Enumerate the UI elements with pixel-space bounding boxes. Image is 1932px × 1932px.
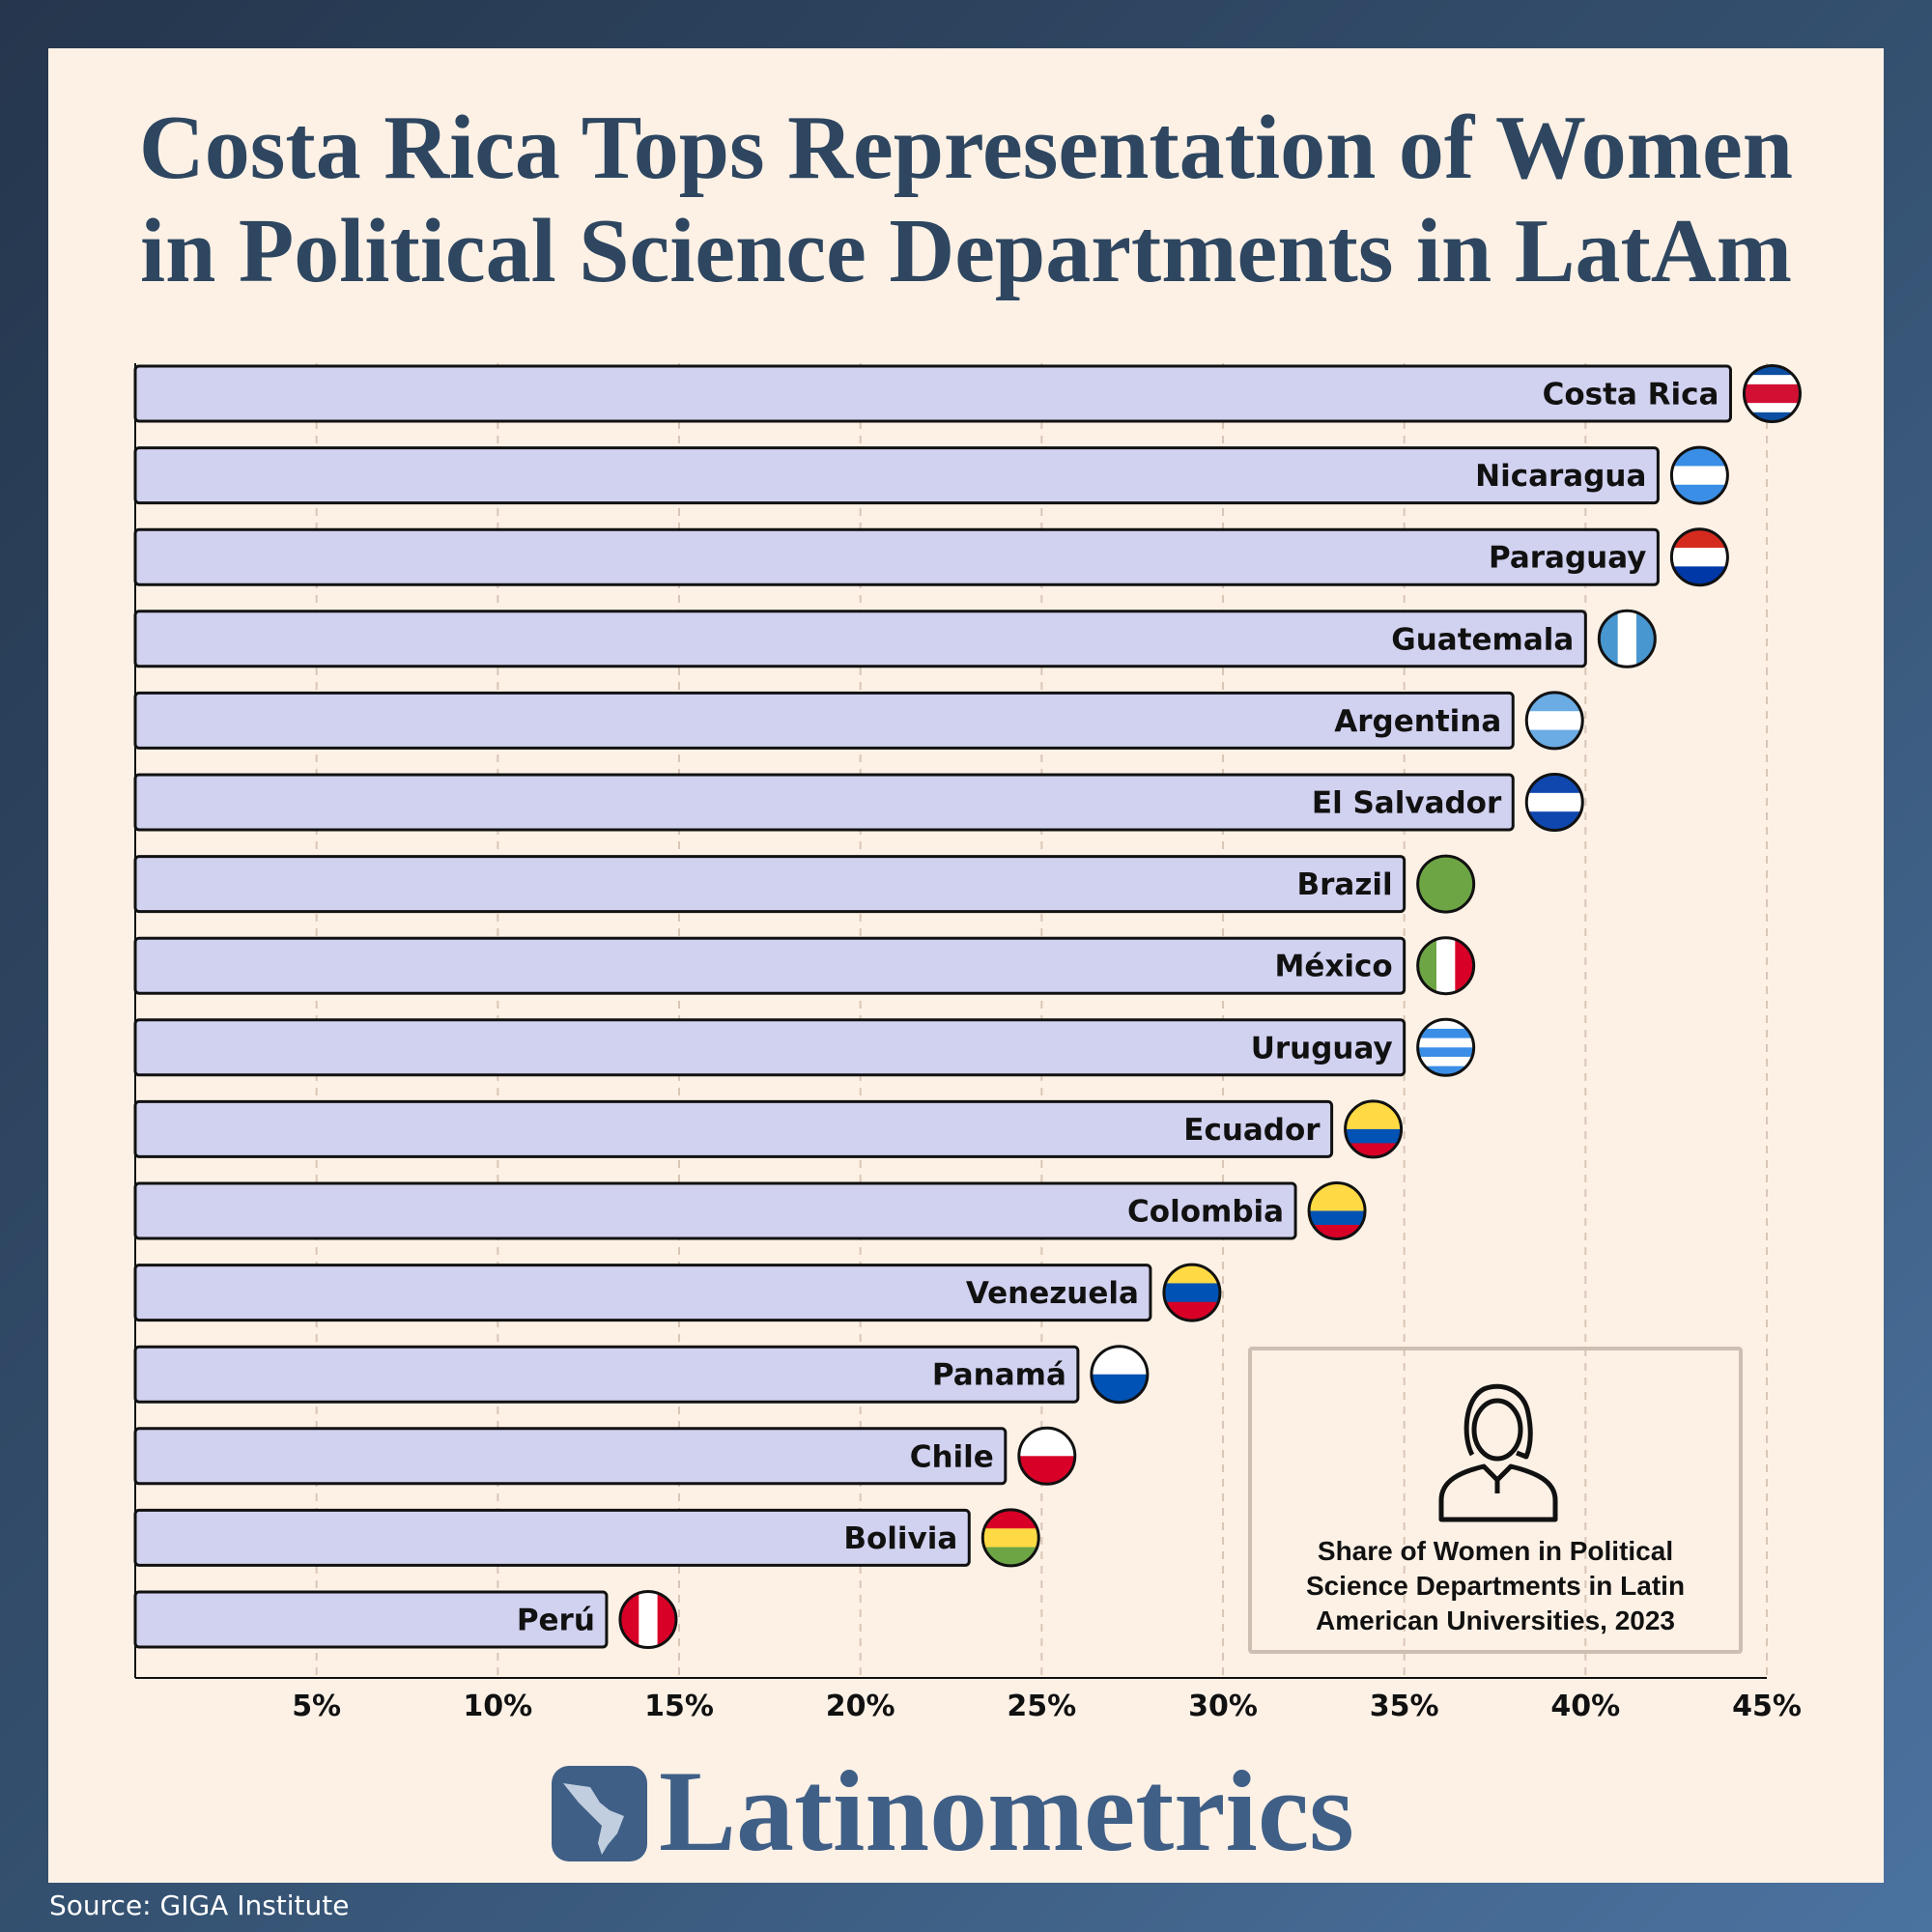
flag-outline [1307,1181,1367,1240]
bar [133,1018,1406,1077]
flag-outline [1416,936,1476,996]
flag-outline [1742,364,1802,423]
bar [133,364,1732,423]
flag-outline [1669,445,1729,505]
flag-icon [1417,856,1474,913]
flag-outline [618,1590,678,1649]
x-tick-label: 15% [644,1690,714,1723]
flag-outline [1669,527,1729,587]
bar [133,1590,609,1649]
flag-outline [1017,1426,1077,1486]
x-tick-label: 25% [1007,1690,1076,1723]
flag-icon [1417,1019,1474,1076]
bar-label: Costa Rica [1543,378,1719,412]
bar-label: Venezuela [966,1276,1139,1311]
bar-label: México [1274,950,1392,984]
flag-outline [1162,1263,1222,1322]
bar-label: Bolivia [843,1521,957,1556]
bar-label: Nicaragua [1475,459,1646,494]
x-tick-label: 30% [1188,1690,1258,1723]
flag-outline [1090,1345,1150,1405]
bar [133,1508,971,1567]
bar-label: Argentina [1334,704,1501,739]
x-tick-label: 45% [1732,1690,1802,1723]
bar [133,773,1515,832]
bar-label: Paraguay [1489,541,1646,576]
bar-label: Perú [517,1604,595,1638]
flag-outline [1416,1017,1476,1077]
logo-text: Latinometrics [659,1747,1354,1875]
bar [133,1264,1152,1322]
legend-text: Share of Women in Political Science Depa… [1305,1536,1686,1635]
flag-outline [1524,773,1584,832]
x-tick-label: 40% [1550,1690,1620,1723]
flag-outline [1416,854,1476,914]
flag-outline [1597,609,1657,668]
bar-label: Brazil [1297,867,1393,902]
legend-box: Share of Women in Political Science Depa… [1248,1347,1743,1654]
chart-title-line-1: Costa Rica Tops Representation of Women [138,98,1794,198]
bar-label: Guatemala [1391,622,1574,657]
logo-map-icon [552,1766,647,1861]
x-tick-label: 20% [826,1690,895,1723]
source-note: Source: GIGA Institute [49,1889,350,1921]
flag-outline [1344,1099,1404,1159]
bar-label: Ecuador [1183,1113,1321,1148]
bar [133,1099,1334,1158]
bar [133,936,1406,995]
chart-title-line-2: in Political Science Departments in LatA… [139,201,1793,301]
bar [133,1427,1008,1486]
bar-label: Uruguay [1251,1031,1393,1065]
bar-label: Panamá [932,1358,1066,1393]
bar-label: Chile [910,1439,994,1474]
bar [133,691,1515,750]
flag-outline [1524,691,1584,751]
bar [133,610,1587,668]
x-tick-label: 35% [1370,1690,1439,1723]
bar [133,855,1406,914]
bar [133,1181,1297,1240]
flag-icon [1744,365,1801,422]
bar [133,1345,1080,1404]
flag-outline [980,1508,1040,1568]
bar-label: Colombia [1127,1195,1284,1230]
bar [133,527,1660,586]
bar-label: El Salvador [1312,786,1502,821]
x-tick-label: 5% [292,1690,341,1723]
x-tick-label: 10% [463,1690,532,1723]
woman-icon [1438,1383,1558,1522]
bar [133,446,1660,505]
